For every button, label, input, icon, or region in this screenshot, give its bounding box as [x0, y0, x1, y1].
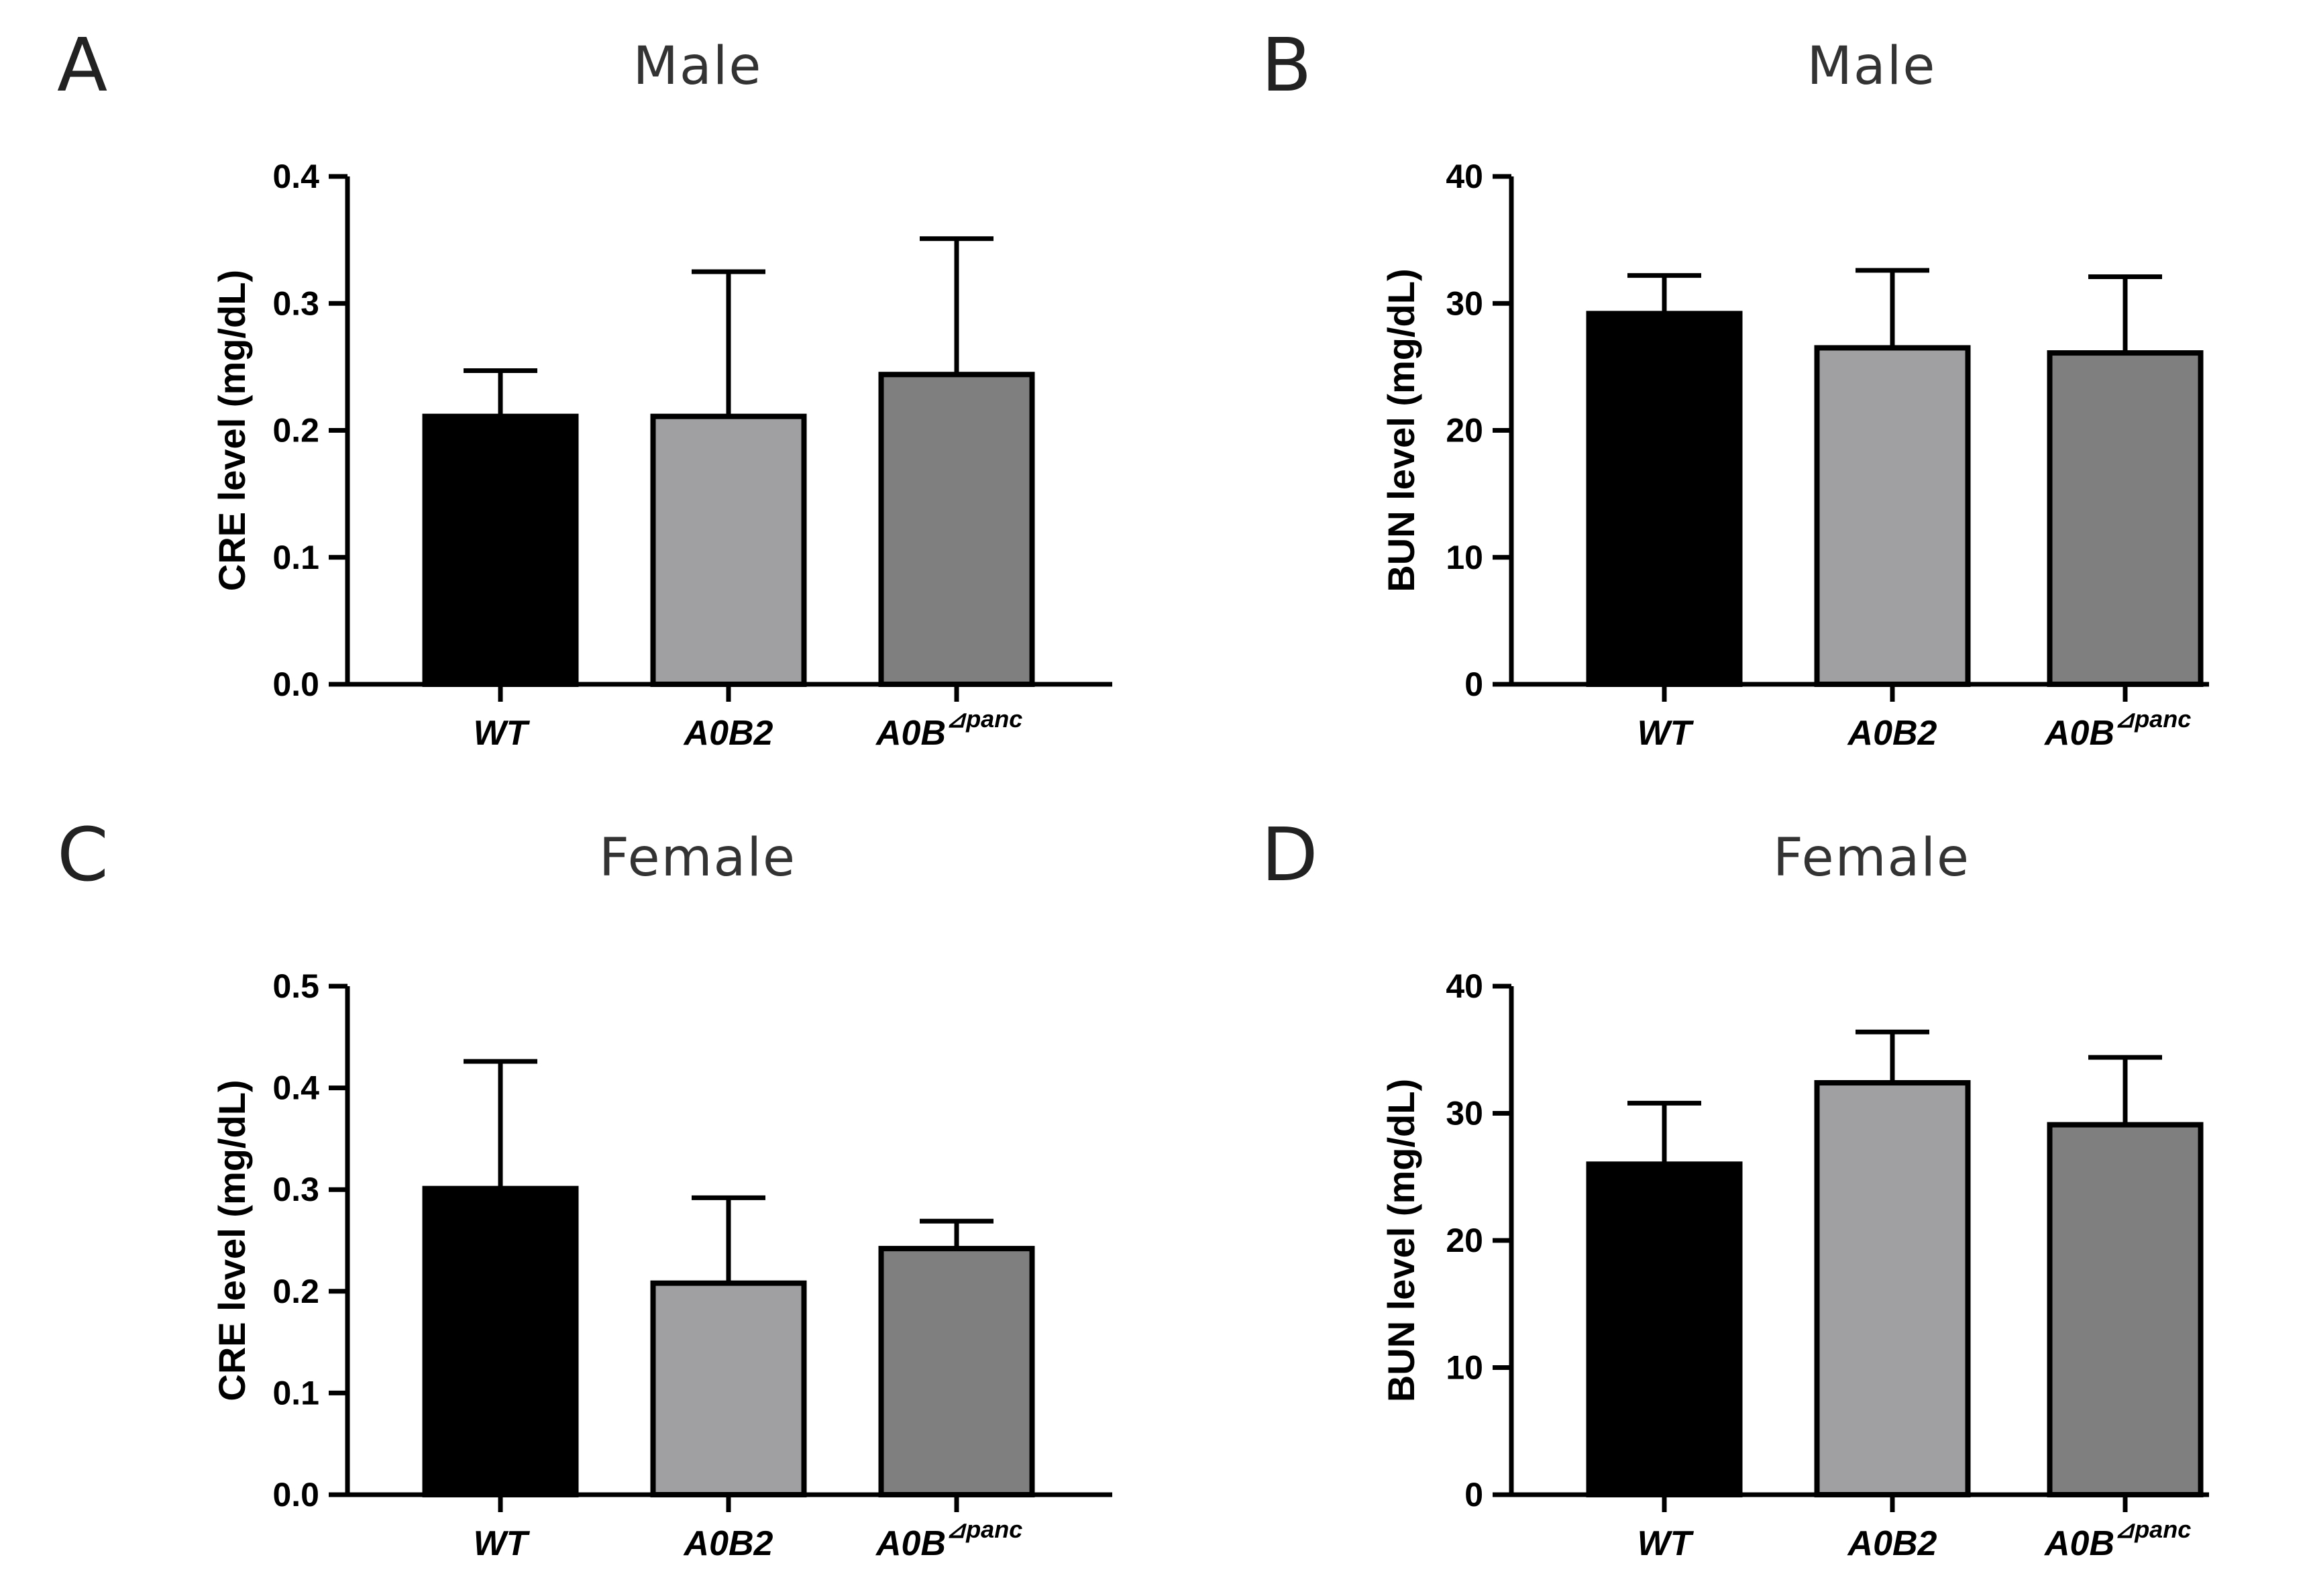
x-tick-label-superscript: ⊿panc — [946, 705, 1022, 733]
bar-wt — [1586, 1161, 1743, 1498]
y-axis-title: BUN level (mg/dL) — [1380, 268, 1422, 592]
y-tick-label: 10 — [1446, 1349, 1483, 1387]
panel-letter: B — [1261, 22, 1311, 108]
y-tick-label: 40 — [1446, 158, 1483, 195]
y-axis-title: CRE level (mg/dL) — [211, 1079, 253, 1401]
x-tick-label: WT — [1637, 714, 1695, 753]
x-tick-label: A0B⊿panc — [875, 1515, 1022, 1563]
chart-title: Female — [599, 828, 796, 888]
y-tick-label: 10 — [1446, 539, 1483, 576]
y-tick-label: 40 — [1446, 967, 1483, 1005]
y-tick-label: 0 — [1464, 1476, 1483, 1513]
y-tick-label: 30 — [1446, 1095, 1483, 1132]
chart-panel-d: D Female BUN level (mg/dL) 0 10 20 30 40 WT A0B2 A… — [1261, 812, 2209, 1563]
panel-letter: C — [57, 812, 109, 898]
chart-panel-c: C Female CRE level (mg/dL) 0.0 0.1 0.2 0.3 0.4 0… — [57, 812, 1112, 1563]
bar-wt — [422, 413, 579, 687]
bar-a0b2 — [650, 413, 807, 687]
y-tick-label: 0.3 — [272, 1171, 319, 1208]
bar-wt — [422, 1185, 579, 1497]
y-tick-label: 0.4 — [272, 158, 319, 195]
x-tick-label: WT — [474, 1524, 531, 1563]
x-tick-label: A0B2 — [683, 714, 773, 753]
x-tick-label: WT — [474, 714, 531, 753]
bar-a0b-panc — [878, 1246, 1035, 1498]
x-tick-label-superscript: ⊿panc — [2114, 705, 2191, 733]
chart-panel-b: B Male BUN level (mg/dL) 0 10 20 30 40 WT A0B2 A0B… — [1261, 22, 2209, 753]
bar-a0b-panc — [2047, 350, 2204, 687]
x-tick-label-superscript: ⊿panc — [946, 1515, 1022, 1543]
y-tick-label: 0.2 — [272, 412, 319, 449]
bar-a0b2 — [650, 1280, 807, 1497]
y-tick-label: 0.2 — [272, 1273, 319, 1310]
x-tick-label: A0B⊿panc — [2043, 1515, 2191, 1563]
chart-title: Male — [633, 36, 763, 97]
chart-title: Female — [1773, 828, 1970, 888]
y-tick-label: 0.5 — [272, 967, 319, 1005]
x-tick-label: A0B⊿panc — [875, 705, 1022, 753]
y-tick-label: 0.1 — [272, 539, 319, 576]
bar-wt — [1586, 311, 1743, 687]
bar-a0b2 — [1814, 1080, 1971, 1497]
y-tick-label: 0 — [1464, 666, 1483, 703]
y-tick-label: 0.3 — [272, 284, 319, 322]
y-tick-label: 0.4 — [272, 1069, 319, 1107]
x-tick-label-superscript: ⊿panc — [2114, 1515, 2191, 1543]
chart-panel-a: A Male CRE level (mg/dL) 0.0 0.1 0.2 0.3 0.4 WT A… — [57, 22, 1112, 753]
y-tick-label: 30 — [1446, 284, 1483, 322]
panel-letter: D — [1261, 812, 1318, 898]
y-tick-label: 0.1 — [272, 1374, 319, 1412]
x-tick-label: A0B2 — [1847, 1524, 1937, 1563]
chart-title: Male — [1807, 36, 1937, 97]
y-axis-title: CRE level (mg/dL) — [211, 270, 253, 591]
y-axis-title: BUN level (mg/dL) — [1380, 1079, 1422, 1402]
bar-a0b2 — [1814, 345, 1971, 687]
x-tick-label: A0B2 — [683, 1524, 773, 1563]
y-tick-label: 20 — [1446, 412, 1483, 449]
x-tick-label: WT — [1637, 1524, 1695, 1563]
y-tick-label: 20 — [1446, 1222, 1483, 1259]
x-tick-label: A0B2 — [1847, 714, 1937, 753]
bar-a0b-panc — [878, 372, 1035, 687]
y-tick-label: 0.0 — [272, 1476, 319, 1513]
x-tick-label: A0B⊿panc — [2043, 705, 2191, 753]
panel-letter: A — [57, 22, 107, 108]
bar-a0b-panc — [2047, 1122, 2204, 1498]
y-tick-label: 0.0 — [272, 666, 319, 703]
